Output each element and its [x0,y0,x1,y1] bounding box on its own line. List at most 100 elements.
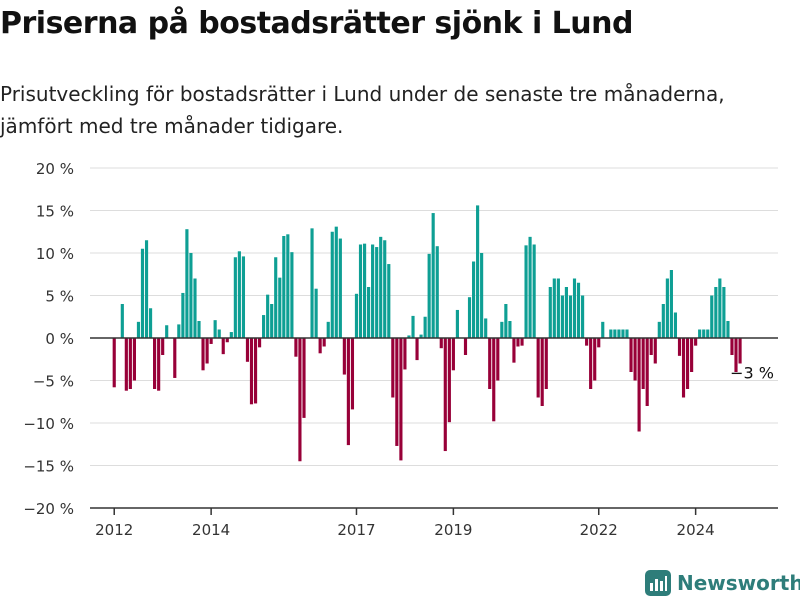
bar [266,294,270,338]
bar [181,292,185,338]
bar [508,321,512,338]
bar [290,252,294,338]
bar [694,338,698,346]
y-tick-label: −5 % [33,373,74,391]
bar [338,238,342,338]
bar [447,338,451,423]
bar [286,234,290,338]
bar [342,338,346,375]
bar [649,338,653,355]
bar [209,338,213,344]
bar [128,338,132,389]
y-tick-label: 15 % [36,203,74,221]
bar [593,338,597,381]
bar [568,295,573,338]
bar [645,338,649,406]
bar [435,246,439,338]
bar [363,243,367,338]
bar [367,287,371,338]
bar [520,338,524,346]
chart-subtitle: Prisutveckling för bostadsrätter i Lund … [0,82,725,138]
bar [148,308,153,338]
bar [685,338,690,389]
bar [387,264,391,338]
bar [726,321,730,338]
bar [496,338,500,381]
bar [318,338,322,354]
bar [673,312,678,338]
bar [334,226,338,338]
bar [698,329,702,338]
bar [484,318,488,338]
bar [165,325,169,338]
bar [572,278,577,338]
bar [136,321,141,338]
bar [415,338,419,361]
x-tick-label: 2022 [580,521,618,539]
bar [681,338,686,398]
bar [443,338,447,452]
bar [677,338,682,356]
x-tick-label: 2012 [95,521,133,539]
bar [383,240,387,338]
bar [249,338,254,405]
bar [528,236,532,338]
bar [346,338,350,446]
bar [560,295,564,338]
bar [144,240,149,338]
y-tick-label: 20 % [36,160,74,178]
bar [314,288,318,338]
bar [221,338,225,355]
bar [706,329,710,338]
bar [730,338,734,355]
bar [262,315,266,338]
x-tick-label: 2019 [434,521,472,539]
bar [734,338,738,372]
bar [718,278,722,338]
bar [124,338,128,391]
bar [201,338,205,371]
bar [653,338,657,364]
bar [738,338,742,364]
bar [431,213,435,338]
bar [237,251,241,338]
y-tick-label: 10 % [36,245,74,263]
bar [488,338,492,389]
bar [516,338,520,347]
bar [253,338,258,404]
y-tick-label: −10 % [23,415,74,433]
bar [153,338,157,389]
bar [358,244,363,338]
bar [213,320,217,338]
bar [710,295,714,338]
bar [552,278,556,338]
bar [399,338,403,461]
bar [637,338,641,432]
bar [597,338,601,348]
x-tick-label: 2024 [677,521,715,539]
bar [633,338,637,381]
x-axis-labels: 2012 2014 2017 2019 2022 2024 [95,508,715,539]
bar [512,338,516,363]
bar [282,236,286,338]
bar [197,321,201,338]
bar [467,297,472,338]
bar [310,228,314,338]
bar [451,338,455,371]
bar [621,329,625,338]
bar-chart-logo-icon [645,570,671,596]
bar [120,304,124,338]
bar [548,287,552,338]
bar [722,287,726,338]
chart-title: Priserna på bostadsrätter sjönk i Lund [0,6,633,41]
bar [326,321,330,338]
bar [480,253,484,338]
bar [492,338,496,422]
bar [702,329,706,338]
bar [564,287,568,338]
bar [258,338,262,348]
bar [423,316,427,338]
y-tick-label: −15 % [23,458,74,476]
bar [504,304,508,338]
